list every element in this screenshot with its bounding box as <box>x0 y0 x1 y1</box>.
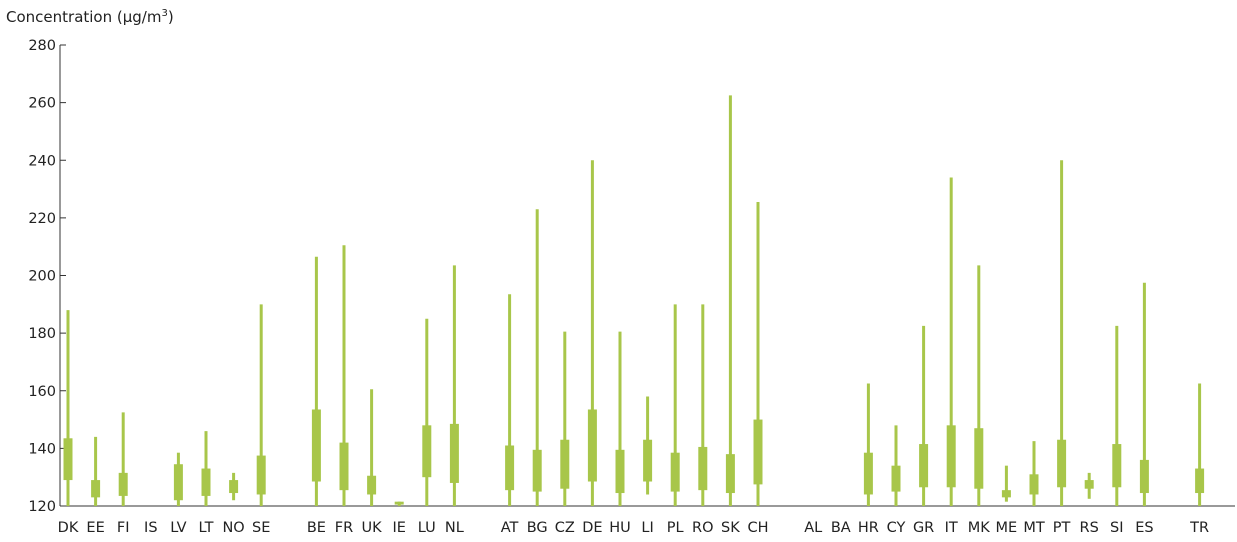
y-tick-label: 220 <box>28 211 56 227</box>
box <box>91 480 101 498</box>
x-tick-label: IE <box>392 520 405 536</box>
x-tick-label: ME <box>996 520 1018 536</box>
box <box>118 472 128 496</box>
box <box>505 445 515 491</box>
x-tick-label: CY <box>887 520 906 536</box>
box <box>615 449 625 494</box>
box <box>643 439 653 482</box>
box <box>422 425 432 478</box>
y-axis-label: Concentration (µg/m3) <box>6 4 174 27</box>
y-tick-label: 240 <box>28 153 56 169</box>
box <box>587 409 597 482</box>
box <box>919 444 929 488</box>
y-axis-label-close: ) <box>167 8 174 26</box>
box <box>1139 459 1149 494</box>
x-tick-label: EE <box>86 520 104 536</box>
x-tick-label: BE <box>307 520 326 536</box>
x-tick-label: CH <box>747 520 768 536</box>
x-tick-label: GR <box>913 520 934 536</box>
x-tick-label: LV <box>170 520 186 536</box>
box <box>698 446 708 491</box>
x-tick-label: PT <box>1053 520 1071 536</box>
x-tick-label: HR <box>858 520 879 536</box>
box <box>229 480 239 494</box>
x-tick-label: HU <box>609 520 631 536</box>
x-tick-label: DK <box>58 520 79 536</box>
x-tick-label: RO <box>692 520 714 536</box>
x-tick-label: MT <box>1023 520 1045 536</box>
box <box>173 464 183 501</box>
x-tick-label: IT <box>945 520 958 536</box>
y-tick-label: 120 <box>28 499 56 515</box>
x-tick-label: SE <box>252 520 270 536</box>
y-tick-label: 180 <box>28 326 56 342</box>
x-tick-label: SK <box>721 520 740 536</box>
box <box>725 454 735 494</box>
x-tick-label: FI <box>117 520 130 536</box>
x-tick-label: LI <box>641 520 653 536</box>
box <box>1084 480 1094 489</box>
box <box>311 409 321 482</box>
box <box>1057 439 1067 488</box>
x-tick-label: NO <box>222 520 244 536</box>
box <box>367 475 377 495</box>
box <box>339 442 349 491</box>
x-tick-label: ES <box>1135 520 1153 536</box>
box <box>1029 474 1039 495</box>
y-axis-label-superscript: 3 <box>161 8 168 19</box>
x-tick-label: AL <box>804 520 822 536</box>
x-tick-label: MK <box>968 520 991 536</box>
y-tick-label: 280 <box>28 38 56 54</box>
x-tick-label: TR <box>1189 520 1209 536</box>
y-axis-label-text: Concentration (µg/m <box>6 8 162 26</box>
box <box>1195 468 1205 494</box>
box <box>863 452 873 495</box>
box <box>256 455 266 495</box>
x-tick-label: DE <box>582 520 602 536</box>
x-tick-label: BG <box>527 520 548 536</box>
x-tick-label: CZ <box>555 520 575 536</box>
x-tick-label: RS <box>1080 520 1099 536</box>
x-tick-label: FR <box>335 520 353 536</box>
x-tick-label: BA <box>831 520 851 536</box>
box <box>532 449 542 492</box>
x-tick-label: PL <box>667 520 684 536</box>
y-tick-label: 200 <box>28 269 56 285</box>
box <box>974 428 984 489</box>
x-tick-label: NL <box>445 520 464 536</box>
y-tick-label: 260 <box>28 96 56 112</box>
box <box>753 419 763 485</box>
x-tick-label: LU <box>418 520 436 536</box>
box <box>1001 490 1011 498</box>
x-tick-label: SI <box>1110 520 1123 536</box>
box <box>946 425 956 488</box>
box <box>560 439 570 489</box>
x-tick-label: AT <box>501 520 519 536</box>
y-tick-label: 140 <box>28 441 56 457</box>
box <box>63 438 73 481</box>
x-tick-label: IS <box>144 520 157 536</box>
box <box>1112 444 1122 488</box>
box <box>201 468 211 496</box>
box <box>670 452 680 492</box>
x-tick-label: UK <box>362 520 383 536</box>
box <box>394 501 404 505</box>
x-tick-label: LT <box>199 520 214 536</box>
box <box>891 465 901 492</box>
box <box>449 423 459 483</box>
y-tick-label: 160 <box>28 384 56 400</box>
